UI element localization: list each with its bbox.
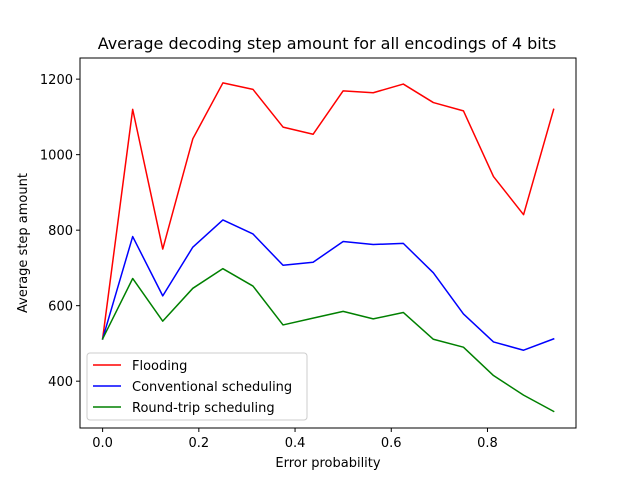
series-layer bbox=[101, 82, 555, 413]
chart-title: Average decoding step amount for all enc… bbox=[98, 34, 557, 53]
legend-label-3: Round-trip scheduling bbox=[132, 401, 275, 416]
legend-box bbox=[86, 352, 308, 421]
series-line-3 bbox=[101, 267, 555, 413]
y-tick-label: 1200 bbox=[40, 73, 73, 88]
legend-label-2: Conventional scheduling bbox=[132, 380, 292, 395]
x-tick-label: 0.8 bbox=[477, 436, 498, 451]
y-tick-label: 400 bbox=[48, 375, 73, 390]
y-tick-label: 800 bbox=[48, 224, 73, 239]
legend: Flooding Conventional scheduling Round-tri… bbox=[86, 352, 308, 421]
x-tick-label: 0.6 bbox=[381, 436, 402, 451]
y-axis-title: Average step amount bbox=[16, 173, 31, 313]
x-axis-title: Error probability bbox=[275, 456, 380, 471]
legend-label-1: Flooding bbox=[132, 359, 187, 374]
x-tick-label: 0.4 bbox=[285, 436, 306, 451]
plot-frame bbox=[79, 57, 577, 429]
series-line-2 bbox=[101, 219, 555, 351]
y-axis: 400 600 800 1000 1200 bbox=[40, 73, 80, 390]
y-tick-label: 1000 bbox=[40, 149, 73, 164]
y-tick-label: 600 bbox=[48, 300, 73, 315]
x-axis: 0.0 0.2 0.4 0.6 0.8 bbox=[92, 428, 498, 451]
x-tick-label: 0.0 bbox=[92, 436, 113, 451]
x-tick-label: 0.2 bbox=[188, 436, 209, 451]
series-line-1 bbox=[101, 82, 555, 340]
